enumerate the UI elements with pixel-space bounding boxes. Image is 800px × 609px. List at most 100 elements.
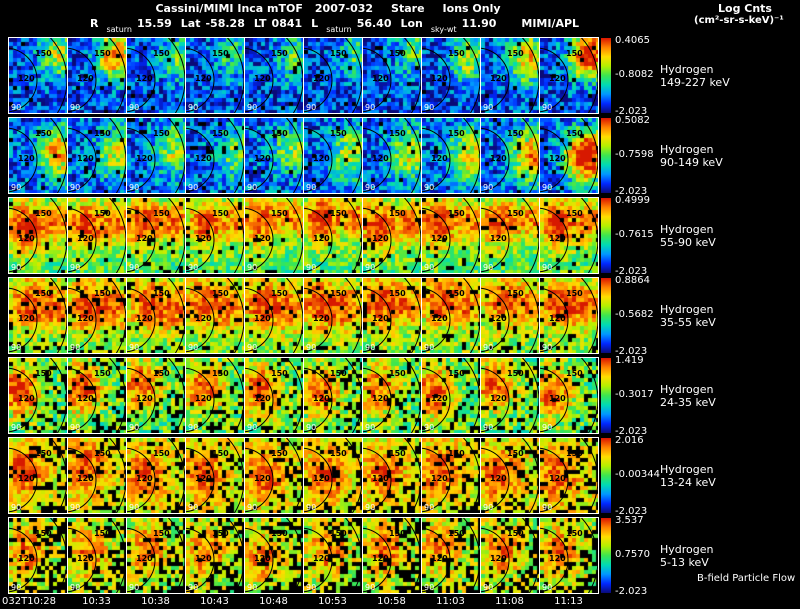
tick-label-90: 90 [247, 503, 258, 512]
contour-label-150: 150 [153, 129, 170, 138]
angle-contour-arcs-icon [304, 198, 362, 273]
tick-label-90: 90 [11, 423, 22, 432]
contour-label-120: 120 [136, 154, 153, 163]
ion-image-heatmap [481, 278, 539, 353]
ion-image-heatmap [186, 38, 244, 113]
ion-image-panel: 150 120 90 [126, 438, 185, 513]
contour-arc [481, 207, 510, 273]
angle-contour-arcs-icon [304, 38, 362, 113]
tick-label-90: 90 [188, 103, 199, 112]
contour-label-120: 120 [77, 74, 94, 83]
tick-label-90: 90 [70, 583, 81, 592]
contour-arc [540, 287, 569, 353]
contour-arc [422, 287, 451, 353]
plot-title: Cassini/MIMI Inca mTOF 2007-032 Stare Ions … [0, 2, 656, 15]
colorbar-scale-labels: 2.016 -0.00344 -2.023 [615, 435, 667, 517]
tick-label-90: 90 [188, 423, 199, 432]
angle-contour-arcs-icon [9, 358, 67, 433]
contour-label-150: 150 [566, 129, 583, 138]
angle-contour-arcs-icon [304, 518, 362, 593]
colorbar-min-label: -2.023 [615, 506, 648, 517]
r-subscript: saturn [106, 25, 132, 34]
tick-label-90: 90 [483, 103, 494, 112]
ion-image-heatmap [127, 118, 185, 193]
angle-contour-arcs-icon [127, 38, 185, 113]
angle-contour-arcs-icon [540, 38, 598, 113]
ion-image-panel: 150 120 90 [303, 358, 362, 433]
contour-arc [68, 447, 97, 513]
contour-label-120: 120 [313, 74, 330, 83]
contour-label-120: 120 [372, 554, 389, 563]
angle-contour-arcs-icon [422, 518, 480, 593]
credit-label: MIMI/APL [521, 17, 580, 30]
energy-band-label: Hydrogen 24-35 keV [660, 383, 798, 409]
tick-label-90: 90 [129, 183, 140, 192]
lon-subscript: sky-wt [430, 25, 457, 34]
ion-image-panel: 150 120 90 [480, 118, 539, 193]
tick-label-90: 90 [424, 103, 435, 112]
ion-image-panel: 150 120 90 [421, 38, 480, 113]
contour-label-120: 120 [136, 474, 153, 483]
ion-image-panel: 150 120 90 [480, 518, 539, 593]
angle-contour-arcs-icon [304, 278, 362, 353]
tick-label-90: 90 [306, 103, 317, 112]
lt-label: LT [253, 17, 267, 30]
angle-contour-arcs-icon [481, 358, 539, 433]
contour-label-150: 150 [389, 289, 406, 298]
ion-image-heatmap [9, 518, 67, 593]
contour-arc [9, 367, 38, 433]
ion-image-heatmap [481, 198, 539, 273]
contour-label-150: 150 [507, 129, 524, 138]
ion-image-heatmap [304, 118, 362, 193]
angle-contour-arcs-icon [245, 38, 303, 113]
contour-arc [304, 47, 333, 113]
tick-label-90: 90 [129, 503, 140, 512]
tick-label-90: 90 [424, 343, 435, 352]
ion-image-panel: 150 120 90 [67, 38, 126, 113]
contour-arc [68, 47, 97, 113]
contour-arc [127, 527, 156, 593]
contour-label-120: 120 [431, 554, 448, 563]
l-subscript: saturn [326, 25, 352, 34]
ion-image-heatmap [304, 518, 362, 593]
contour-arc [481, 127, 510, 193]
energy-range-label: 13-24 keV [660, 476, 716, 489]
contour-arc [540, 367, 569, 433]
contour-label-120: 120 [77, 154, 94, 163]
ion-image-heatmap [9, 38, 67, 113]
ion-image-heatmap [422, 438, 480, 513]
ion-image-panel: 150 120 90 [8, 38, 67, 113]
contour-label-150: 150 [35, 529, 52, 538]
contour-label-150: 150 [330, 289, 347, 298]
angle-contour-arcs-icon [540, 198, 598, 273]
contour-label-120: 120 [490, 394, 507, 403]
ion-image-panel: 150 120 90 [244, 38, 303, 113]
contour-arc [363, 447, 392, 513]
contour-label-120: 120 [313, 474, 330, 483]
contour-label-120: 120 [490, 154, 507, 163]
angle-contour-arcs-icon [127, 358, 185, 433]
angle-contour-arcs-icon [422, 278, 480, 353]
tick-label-90: 90 [70, 423, 81, 432]
contour-label-120: 120 [136, 74, 153, 83]
contour-label-120: 120 [195, 554, 212, 563]
colorbar-max-label: 0.8864 [615, 275, 650, 286]
ion-image-panel: 150 120 90 [362, 38, 421, 113]
contour-label-120: 120 [490, 74, 507, 83]
energy-range-label: 35-55 keV [660, 316, 716, 329]
contour-label-150: 150 [507, 529, 524, 538]
angle-contour-arcs-icon [481, 38, 539, 113]
contour-label-150: 150 [212, 289, 229, 298]
contour-arc [186, 287, 215, 353]
contour-arc [245, 447, 274, 513]
tick-label-90: 90 [70, 343, 81, 352]
tick-label-90: 90 [129, 343, 140, 352]
contour-arc [540, 47, 569, 113]
contour-label-120: 120 [77, 554, 94, 563]
angle-contour-arcs-icon [245, 438, 303, 513]
ion-image-heatmap [68, 438, 126, 513]
tick-label-90: 90 [129, 103, 140, 112]
tick-label-90: 90 [483, 503, 494, 512]
ion-image-heatmap [304, 358, 362, 433]
contour-label-120: 120 [372, 314, 389, 323]
